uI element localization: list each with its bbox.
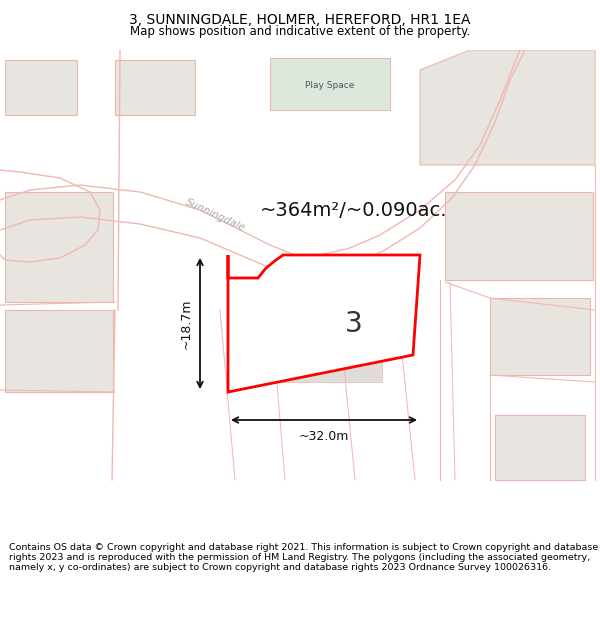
- Text: 3: 3: [345, 309, 363, 338]
- Text: ~364m²/~0.090ac.: ~364m²/~0.090ac.: [260, 201, 448, 219]
- Bar: [232, 324, 382, 382]
- Bar: [5, 60, 77, 115]
- Text: Map shows position and indicative extent of the property.: Map shows position and indicative extent…: [130, 24, 470, 38]
- Bar: [5, 192, 113, 302]
- Polygon shape: [228, 255, 420, 392]
- Bar: [270, 58, 390, 110]
- Text: Play Space: Play Space: [305, 81, 355, 89]
- Bar: [5, 310, 113, 392]
- Text: Contains OS data © Crown copyright and database right 2021. This information is : Contains OS data © Crown copyright and d…: [9, 542, 598, 572]
- Text: ~18.7m: ~18.7m: [179, 298, 193, 349]
- Text: 3, SUNNINGDALE, HOLMER, HEREFORD, HR1 1EA: 3, SUNNINGDALE, HOLMER, HEREFORD, HR1 1E…: [129, 12, 471, 26]
- Bar: [495, 415, 585, 480]
- Bar: [115, 60, 195, 115]
- Bar: [445, 192, 593, 280]
- Text: Sunningdale: Sunningdale: [184, 197, 247, 233]
- Bar: [490, 298, 590, 375]
- Polygon shape: [420, 50, 595, 165]
- Text: ~32.0m: ~32.0m: [299, 429, 349, 442]
